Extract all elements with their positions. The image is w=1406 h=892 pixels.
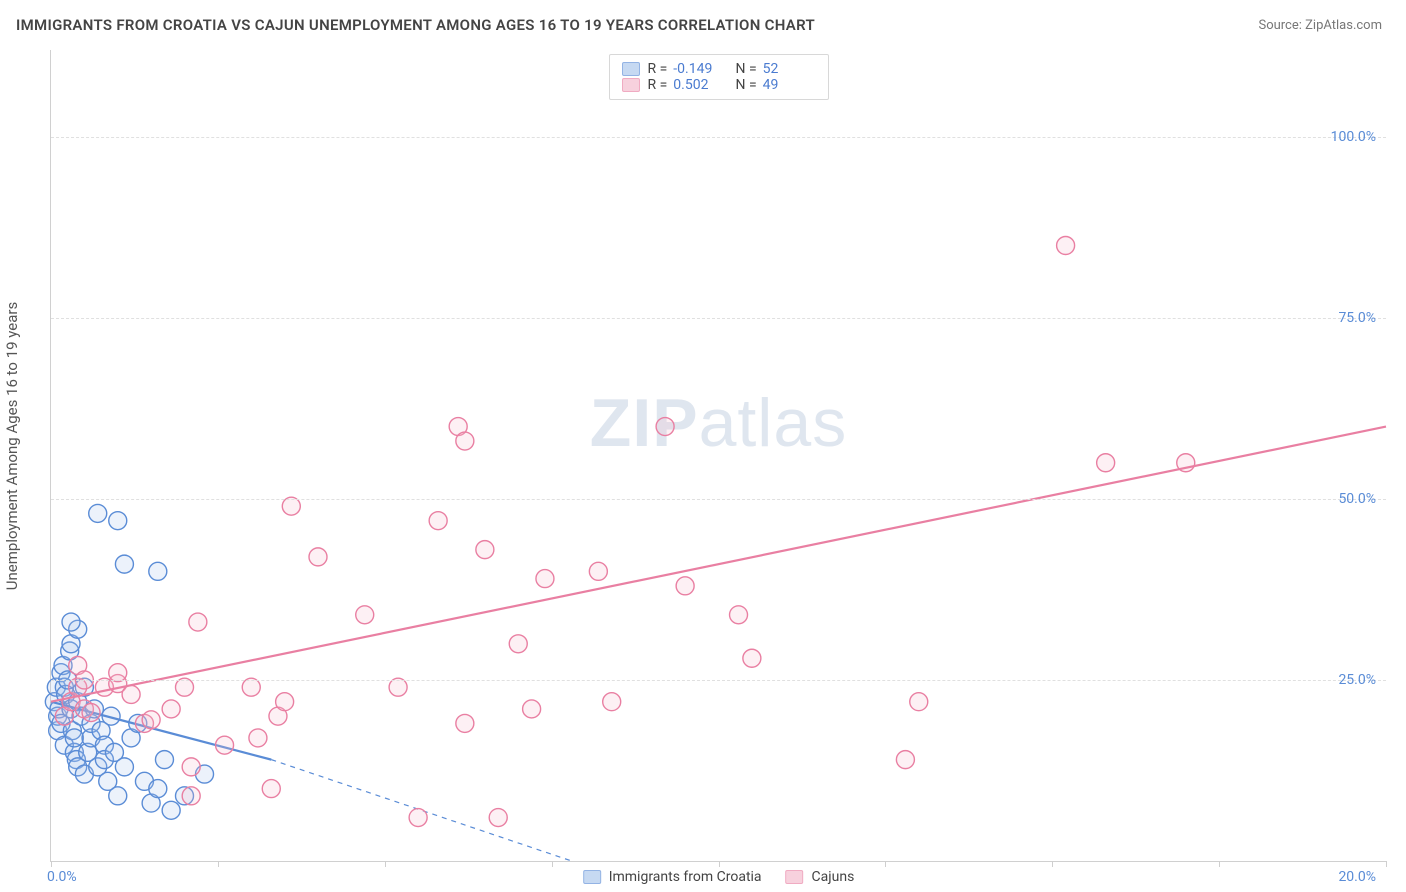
data-point — [115, 758, 133, 776]
data-point — [409, 809, 427, 827]
data-point — [429, 512, 447, 530]
data-point — [262, 780, 280, 798]
data-point — [65, 729, 83, 747]
trend-line — [51, 427, 1386, 702]
data-point — [142, 711, 160, 729]
scatter-svg — [51, 50, 1386, 861]
data-point — [743, 649, 761, 667]
y-tick-label: 50.0% — [1338, 491, 1376, 507]
data-point — [182, 758, 200, 776]
data-point — [149, 780, 167, 798]
y-tick-label: 25.0% — [1338, 672, 1376, 688]
x-tick — [218, 861, 219, 867]
data-point — [456, 714, 474, 732]
data-point — [1057, 237, 1075, 255]
series-legend: Immigrants from Croatia Cajuns — [583, 869, 855, 885]
data-point — [656, 418, 674, 436]
data-point — [162, 700, 180, 718]
gridline — [51, 680, 1386, 681]
data-point — [910, 693, 928, 711]
data-point — [115, 555, 133, 573]
gridline — [51, 318, 1386, 319]
x-axis-max-label: 20.0% — [1338, 869, 1376, 885]
chart-plot-area: ZIPatlas R = -0.149N = 52R = 0.502N = 49… — [50, 50, 1386, 862]
data-point — [189, 613, 207, 631]
data-point — [89, 504, 107, 522]
legend-item: Cajuns — [786, 869, 855, 885]
gridline — [51, 499, 1386, 500]
x-axis-min-label: 0.0% — [47, 869, 77, 885]
x-tick — [1386, 861, 1387, 867]
data-point — [456, 432, 474, 450]
data-point — [216, 736, 234, 754]
data-point — [162, 801, 180, 819]
data-point — [149, 562, 167, 580]
legend-label: Immigrants from Croatia — [609, 869, 762, 885]
y-tick-label: 75.0% — [1338, 310, 1376, 326]
data-point — [155, 751, 173, 769]
data-point — [676, 577, 694, 595]
legend-swatch — [583, 870, 601, 884]
data-point — [249, 729, 267, 747]
data-point — [62, 613, 80, 631]
data-point — [896, 751, 914, 769]
data-point — [309, 548, 327, 566]
x-tick — [885, 861, 886, 867]
source-link[interactable]: ZipAtlas.com — [1305, 18, 1382, 33]
x-tick — [552, 861, 553, 867]
source-prefix: Source: — [1258, 18, 1305, 33]
data-point — [523, 700, 541, 718]
x-tick — [1219, 861, 1220, 867]
data-point — [589, 562, 607, 580]
x-tick — [1052, 861, 1053, 867]
legend-swatch — [786, 870, 804, 884]
data-point — [122, 685, 140, 703]
data-point — [82, 704, 100, 722]
y-axis-label: Unemployment Among Ages 16 to 19 years — [3, 302, 21, 590]
gridline — [51, 137, 1386, 138]
data-point — [356, 606, 374, 624]
data-point — [182, 787, 200, 805]
data-point — [476, 541, 494, 559]
y-tick-label: 100.0% — [1331, 129, 1376, 145]
data-point — [489, 809, 507, 827]
x-tick — [385, 861, 386, 867]
data-point — [536, 570, 554, 588]
data-point — [730, 606, 748, 624]
legend-label: Cajuns — [812, 869, 855, 885]
x-tick — [51, 861, 52, 867]
data-point — [109, 512, 127, 530]
legend-item: Immigrants from Croatia — [583, 869, 762, 885]
chart-title: IMMIGRANTS FROM CROATIA VS CAJUN UNEMPLO… — [16, 16, 815, 34]
data-point — [276, 693, 294, 711]
data-point — [603, 693, 621, 711]
data-point — [109, 787, 127, 805]
x-tick — [719, 861, 720, 867]
data-point — [1097, 454, 1115, 472]
source-label: Source: ZipAtlas.com — [1258, 18, 1382, 33]
data-point — [509, 635, 527, 653]
